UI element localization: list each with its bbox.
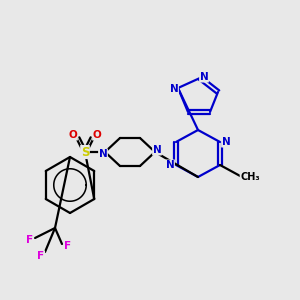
Text: F: F [38, 251, 45, 261]
Text: N: N [169, 84, 178, 94]
Text: S: S [81, 146, 89, 158]
Text: N: N [200, 72, 208, 82]
Text: N: N [153, 145, 161, 155]
Text: N: N [99, 149, 107, 159]
Text: N: N [222, 137, 230, 147]
Text: N: N [166, 160, 174, 170]
Text: F: F [64, 241, 72, 251]
Text: O: O [93, 130, 101, 140]
Text: O: O [69, 130, 77, 140]
Text: F: F [26, 235, 34, 245]
Text: CH₃: CH₃ [240, 172, 260, 182]
